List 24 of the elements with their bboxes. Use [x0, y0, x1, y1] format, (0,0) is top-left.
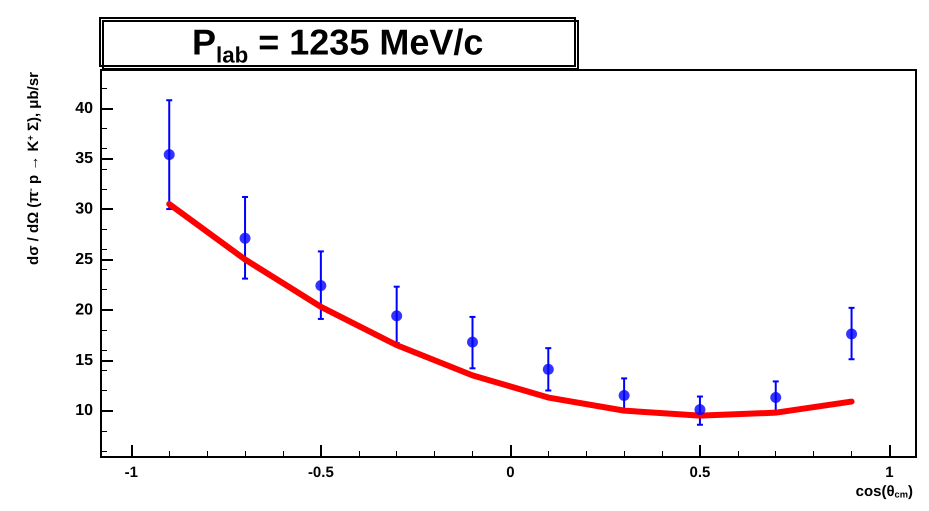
- point: [240, 232, 251, 244]
- point: [315, 280, 326, 292]
- x-tick-label: -0.5: [308, 464, 334, 481]
- y-tick-label: 10: [75, 402, 94, 420]
- x-axis-title: cos(θcm): [856, 483, 914, 500]
- x-tick-label: 0: [506, 464, 515, 481]
- point: [164, 149, 175, 160]
- y-tick-label: 30: [75, 200, 94, 218]
- y-tick-label: 35: [75, 150, 94, 168]
- y-axis-title: dσ / dΩ (π- p → K+ Σ), μb/sr: [25, 72, 42, 265]
- x-tick-label: 1: [885, 464, 894, 481]
- point: [542, 364, 554, 375]
- point: [467, 336, 478, 348]
- y-tick-label: 20: [75, 301, 94, 318]
- y-tick-label: 25: [75, 250, 94, 268]
- point: [391, 310, 402, 322]
- x-tick-label: -1: [124, 464, 138, 481]
- y-tick-label: 40: [75, 100, 94, 117]
- point: [618, 390, 630, 402]
- y-tick-label: 15: [75, 352, 94, 369]
- x-tick-label: 0.5: [690, 464, 710, 481]
- point: [846, 328, 858, 340]
- point: [694, 404, 706, 416]
- point: [770, 392, 782, 404]
